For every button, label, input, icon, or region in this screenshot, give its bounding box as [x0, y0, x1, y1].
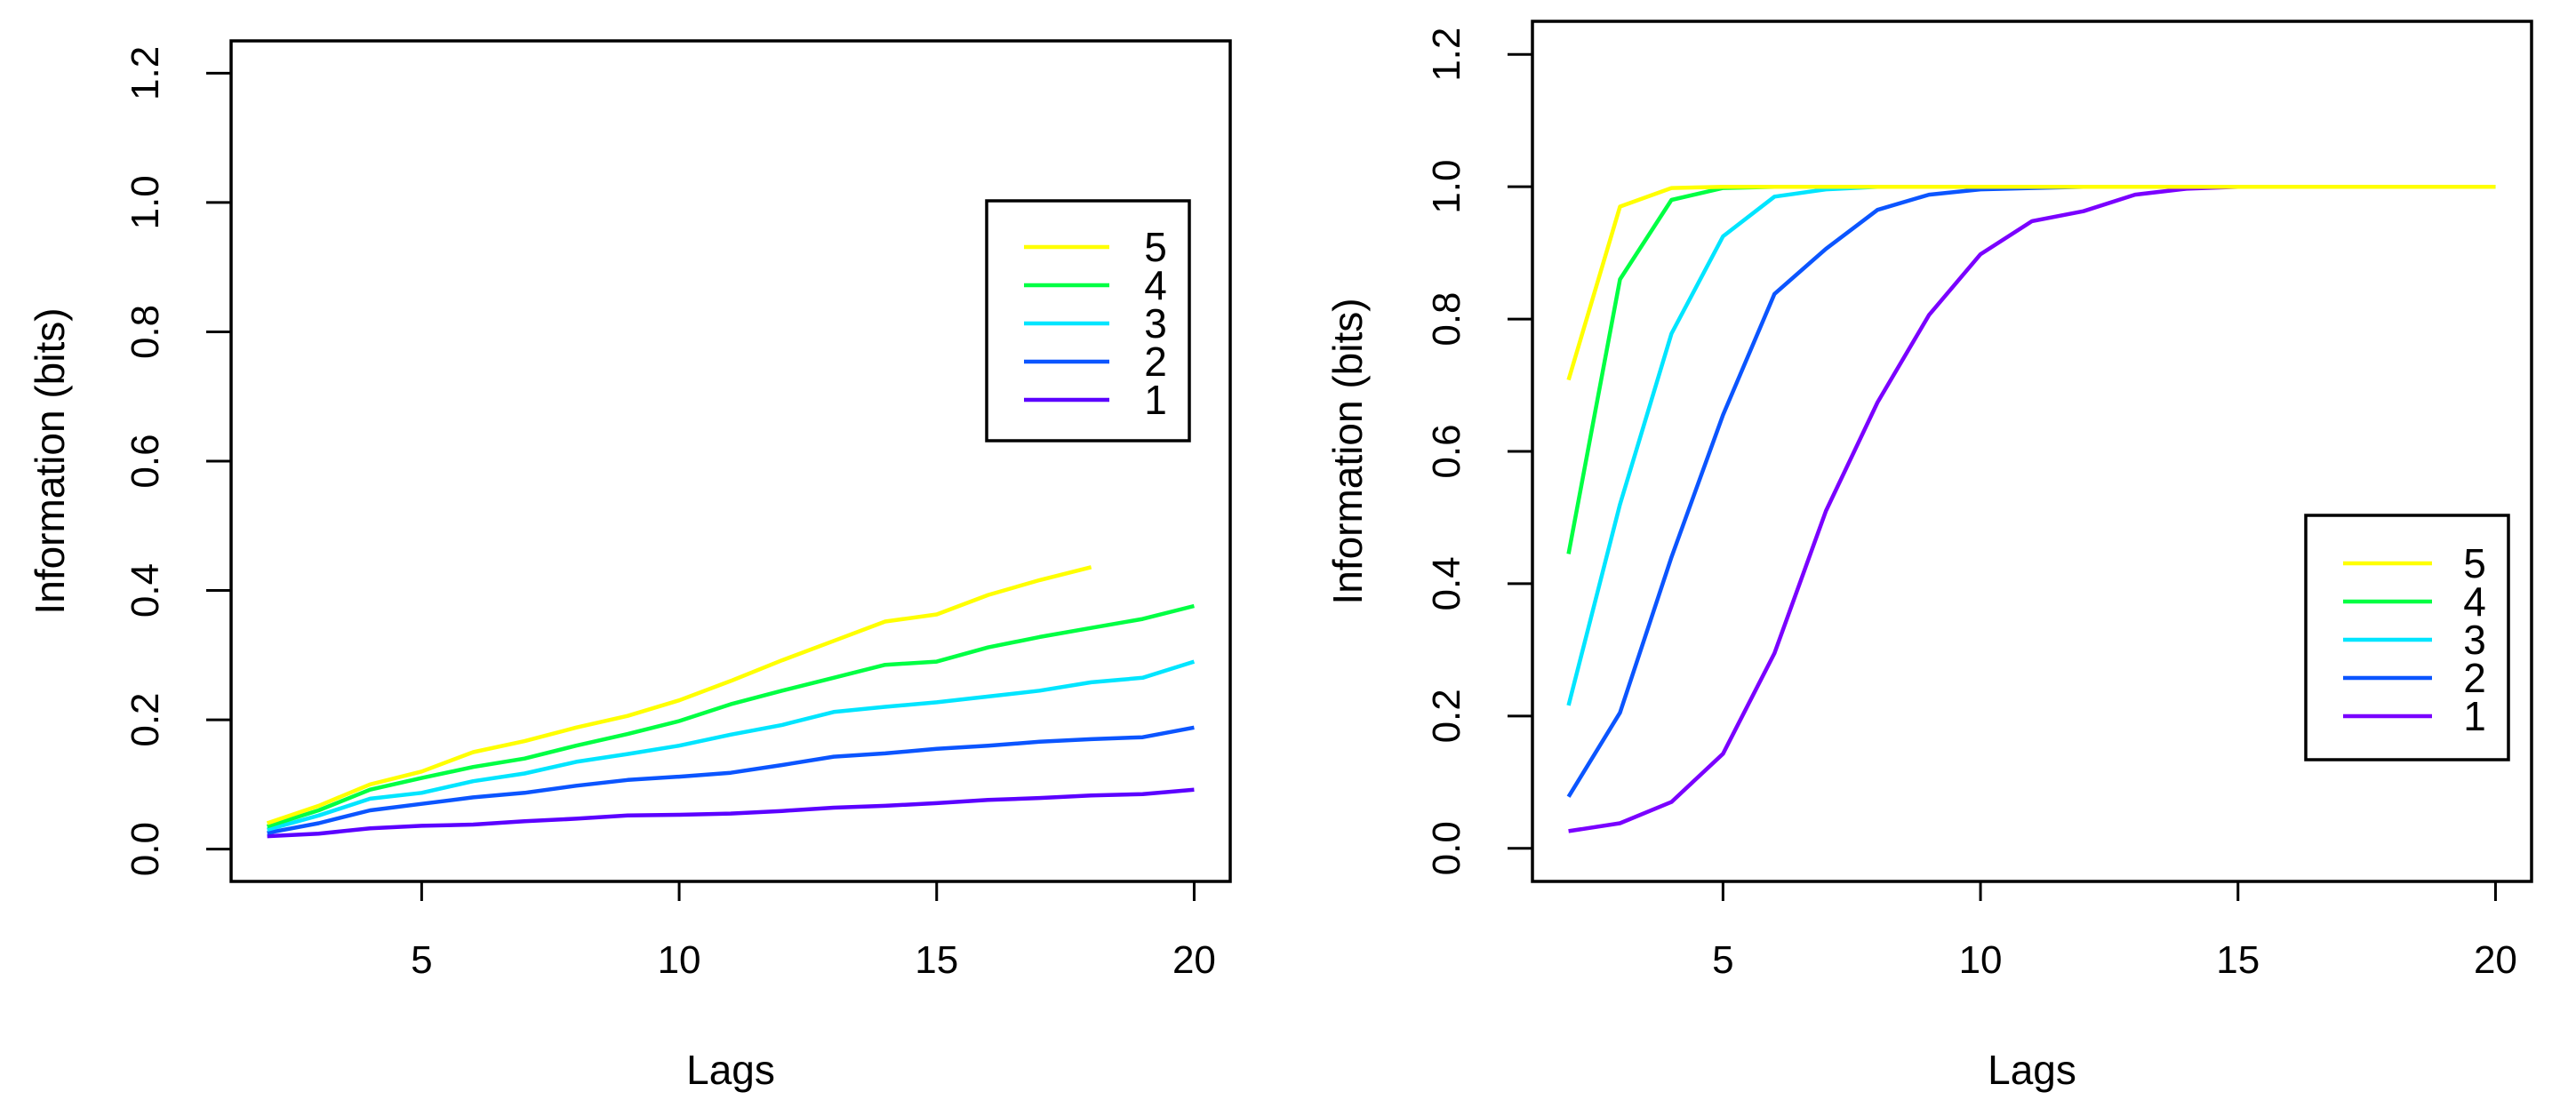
series-line-2	[1566, 184, 2393, 798]
legend-label-1: 1	[2463, 693, 2486, 739]
y-axis: 0.0 0.2 0.4 0.6 0.8 1.0 1.2	[124, 46, 233, 876]
legend-label-3: 3	[1144, 300, 1167, 347]
x-tick-label: 20	[1172, 938, 1216, 982]
y-tick-label: 0.0	[1425, 821, 1468, 875]
y-tick-label: 0.4	[1425, 556, 1468, 610]
legend-label-4: 4	[1144, 262, 1167, 308]
y-tick-label: 1.0	[1425, 160, 1468, 214]
x-tick-label: 15	[2216, 938, 2260, 982]
series-line-1	[267, 787, 1195, 839]
legend-label-3: 3	[2463, 617, 2486, 663]
series-line-3	[267, 659, 1196, 832]
left-chart: Lags Information (bits) 5 10 15 20 0.00.20.…	[27, 39, 1232, 1093]
x-tick-label: 10	[1959, 938, 2003, 982]
legend-label-5: 5	[2463, 540, 2486, 586]
x-tick-label: 5	[1712, 938, 1733, 982]
series-lines	[266, 565, 1196, 839]
series-lines	[1566, 184, 2496, 833]
legend-label-5: 5	[1144, 224, 1167, 270]
y-tick-label: 0.0	[124, 822, 167, 876]
y-axis-label: Information (bits)	[27, 307, 73, 614]
y-tick-label: 0.8	[124, 305, 167, 359]
x-tick-label: 10	[658, 938, 701, 982]
right-chart: Lags Information (bits) 5 10 15 20 0.00.20.…	[1324, 20, 2533, 1093]
x-axis: 5 10 15 20	[411, 880, 1216, 982]
y-tick-label: 1.2	[1425, 28, 1468, 82]
y-axis: 0.0 0.2 0.4 0.6 0.8 1.0 1.2	[1425, 28, 1534, 875]
series-line-4	[266, 603, 1195, 829]
series-line-5	[266, 565, 1092, 825]
x-axis: 5 10 15 20	[1712, 880, 2517, 982]
plot-frame	[229, 39, 1232, 883]
y-tick-label: 0.6	[124, 434, 167, 488]
x-tick-label: 20	[2474, 938, 2517, 982]
y-axis-label: Information (bits)	[1324, 298, 1371, 604]
series-line-5	[1566, 184, 2496, 381]
legend-label-2: 2	[2463, 655, 2486, 701]
x-axis-label: Lags	[686, 1047, 775, 1093]
y-tick-label: 0.4	[124, 563, 167, 618]
y-tick-label: 1.2	[124, 46, 167, 100]
legend-box	[2304, 514, 2510, 761]
y-tick-label: 0.8	[1425, 291, 1468, 346]
y-tick-label: 0.2	[1425, 689, 1468, 743]
x-axis-label: Lags	[1988, 1047, 2076, 1093]
series-line-2	[267, 725, 1195, 835]
series-line-3	[1566, 184, 2393, 706]
y-tick-label: 0.2	[124, 692, 167, 746]
y-tick-label: 0.6	[1425, 424, 1468, 478]
legend-label-2: 2	[1144, 339, 1167, 385]
series-line-4	[1566, 184, 2496, 554]
legend-label-4: 4	[2463, 578, 2486, 625]
series-line-1	[1568, 184, 2393, 833]
x-tick-label: 5	[411, 938, 432, 982]
x-tick-label: 15	[915, 938, 958, 982]
y-tick-label: 1.0	[124, 175, 167, 229]
legend-label-1: 1	[1144, 377, 1167, 423]
